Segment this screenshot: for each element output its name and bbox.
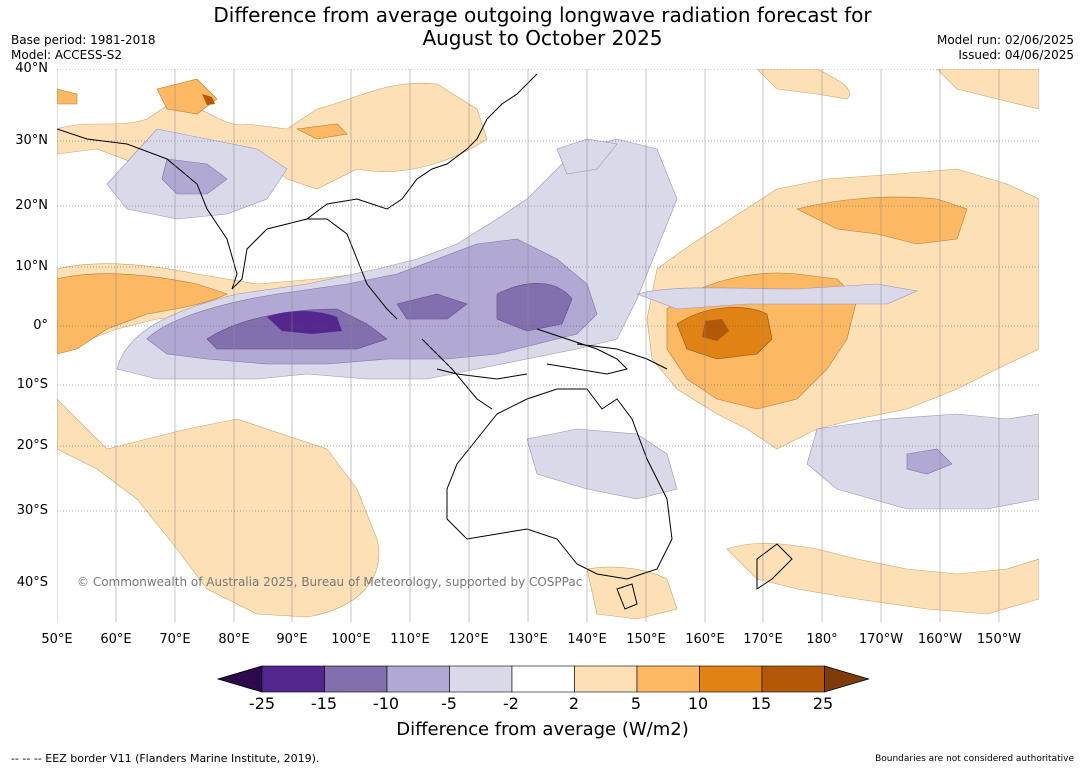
lon-label: 100°E: [331, 632, 371, 647]
lon-label: 50°E: [41, 632, 73, 647]
lon-label: 130°E: [508, 632, 548, 647]
lat-label: 40°N: [15, 61, 48, 76]
lat-label: 40°S: [16, 575, 48, 590]
legend-tick: -10: [372, 694, 400, 713]
lon-label: 150°W: [976, 632, 1022, 647]
olr-anomaly-map: [56, 68, 1040, 622]
coastlines: [56, 73, 793, 610]
legend-tick: -25: [248, 694, 276, 713]
legend-tick: 15: [750, 694, 772, 713]
lat-label: 10°N: [15, 259, 48, 274]
meridians: [56, 69, 1000, 622]
legend-swatch: [386, 665, 450, 693]
lon-label: 140°E: [567, 632, 607, 647]
eez-footnote: -- -- -- EEZ border V11 (Flanders Marine…: [11, 752, 320, 765]
legend-tick: 2: [568, 694, 580, 713]
title-line-2: August to October 2025: [422, 26, 663, 50]
legend-tick: -2: [503, 694, 519, 713]
legend-tick: 10: [687, 694, 709, 713]
legend-tick: -5: [441, 694, 457, 713]
title-line-1: Difference from average outgoing longwav…: [213, 3, 872, 27]
legend-title: Difference from average (W/m2): [396, 719, 689, 740]
legend-tick: -15: [310, 694, 338, 713]
lon-label: 90°E: [276, 632, 308, 647]
issued-text: Issued: 04/06/2025: [958, 48, 1074, 62]
legend-swatches: [216, 665, 870, 693]
legend-swatch: [449, 665, 513, 693]
legend-swatch: [261, 665, 325, 693]
lon-label: 120°E: [449, 632, 489, 647]
lon-label: 150°E: [626, 632, 666, 647]
lat-label: 20°S: [16, 438, 48, 453]
lon-label: 170°E: [743, 632, 783, 647]
legend-swatch: [699, 665, 763, 693]
model-text: Model: ACCESS-S2: [11, 48, 123, 62]
map-title: Difference from average outgoing longwav…: [0, 4, 1085, 50]
legend-swatch: [636, 665, 700, 693]
meta-right: Model run: 02/06/2025 Issued: 04/06/2025: [937, 33, 1074, 63]
lon-label: 110°E: [390, 632, 430, 647]
lat-label: 30°N: [15, 133, 48, 148]
legend-swatch: [511, 665, 575, 693]
legend-colorbar: [216, 665, 870, 693]
model-run-text: Model run: 02/06/2025: [936, 33, 1074, 47]
anomaly-15-to-25-areas: [202, 94, 729, 341]
legend-swatch: [574, 665, 638, 693]
lat-label: 20°N: [15, 198, 48, 213]
anomaly-minus15-to-minus25-areas: [267, 311, 342, 334]
lon-label: 160°E: [685, 632, 725, 647]
lat-label: 30°S: [16, 503, 48, 518]
legend-tick: 25: [812, 694, 834, 713]
legend-swatch: [324, 665, 388, 693]
meta-left: Base period: 1981-2018 Model: ACCESS-S2: [11, 33, 156, 63]
lon-label: 80°E: [218, 632, 250, 647]
map-panel: [56, 68, 1040, 622]
legend-arrow-high: [824, 665, 870, 693]
legend-tick: 5: [630, 694, 642, 713]
lon-label: 70°E: [159, 632, 191, 647]
lon-label: 60°E: [100, 632, 132, 647]
lat-label: 0°: [33, 318, 48, 333]
lon-label: 170°W: [858, 632, 904, 647]
legend-arrow-low: [216, 665, 263, 693]
lon-label: 180°: [806, 632, 838, 647]
boundaries-footnote: Boundaries are not considered authoritat…: [875, 754, 1074, 764]
base-period-text: Base period: 1981-2018: [11, 33, 156, 47]
lat-label: 10°S: [16, 377, 48, 392]
copyright-text: © Commonwealth of Australia 2025, Bureau…: [77, 575, 583, 589]
legend-swatch: [761, 665, 825, 693]
lon-label: 160°W: [917, 632, 963, 647]
